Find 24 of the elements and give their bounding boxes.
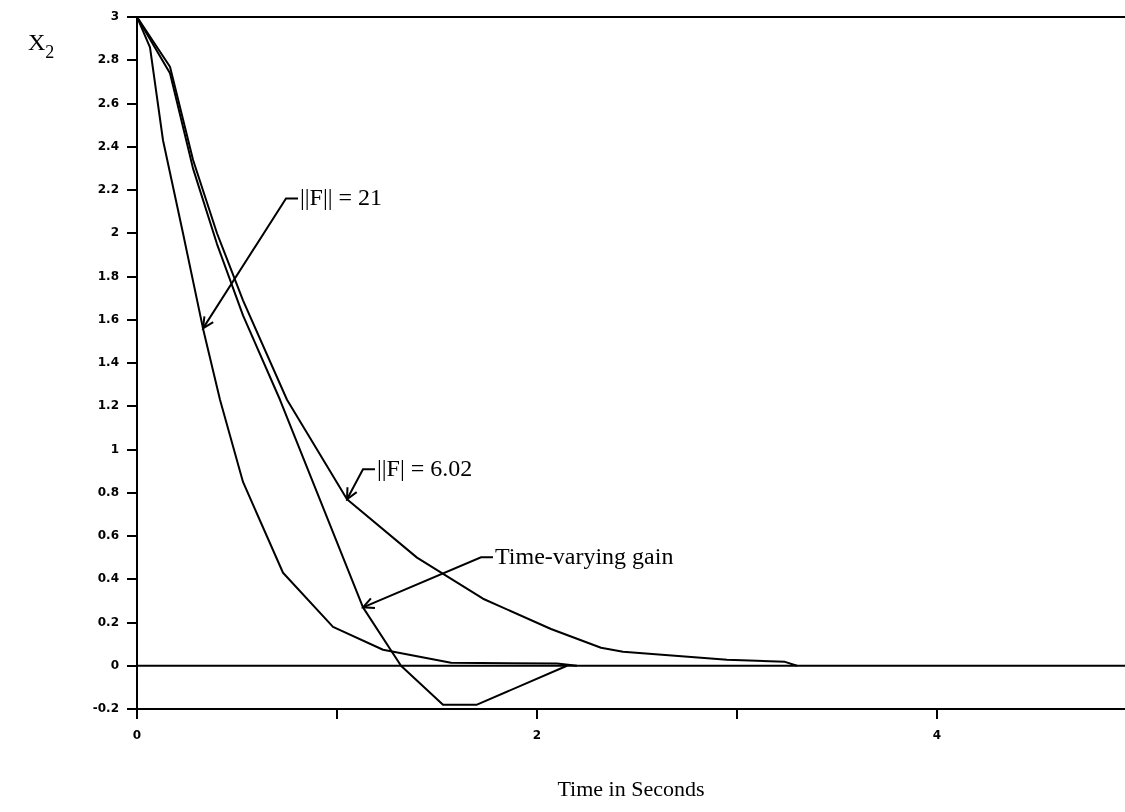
y-tick-label: 0 xyxy=(110,657,119,672)
x-tick-label: 4 xyxy=(932,728,942,743)
y-tick-label: 2.6 xyxy=(97,95,119,110)
y-tick-label: 3 xyxy=(110,9,119,24)
x-tick-label: 2 xyxy=(532,728,542,743)
y-tick-label: 0.4 xyxy=(97,571,119,586)
x-axis-title: Time in Seconds xyxy=(557,775,705,801)
y-tick-label: 2 xyxy=(110,225,119,240)
y-tick-label: 1.6 xyxy=(97,311,119,326)
y-tick-label: 2.4 xyxy=(97,138,119,153)
y-tick-label: 0.8 xyxy=(97,484,119,499)
y-tick-label: 0.6 xyxy=(97,528,119,543)
annotation: ||F|| = 21 xyxy=(300,183,383,210)
annotation: ||F| = 6.02 xyxy=(377,454,473,481)
y-tick-label: 1 xyxy=(110,441,119,456)
y-tick-label: 0.2 xyxy=(97,614,119,629)
y-tick-label: 1.2 xyxy=(97,398,119,413)
y-tick-label: 2.8 xyxy=(97,52,119,67)
annotation: Time-varying gain xyxy=(495,542,674,569)
y-tick-label: 1.4 xyxy=(97,355,119,370)
y-tick-label: 1.8 xyxy=(97,268,119,283)
x-tick-label: 0 xyxy=(132,728,142,743)
y-tick-label: -0.2 xyxy=(92,701,119,716)
y-tick-label: 2.2 xyxy=(97,182,119,197)
